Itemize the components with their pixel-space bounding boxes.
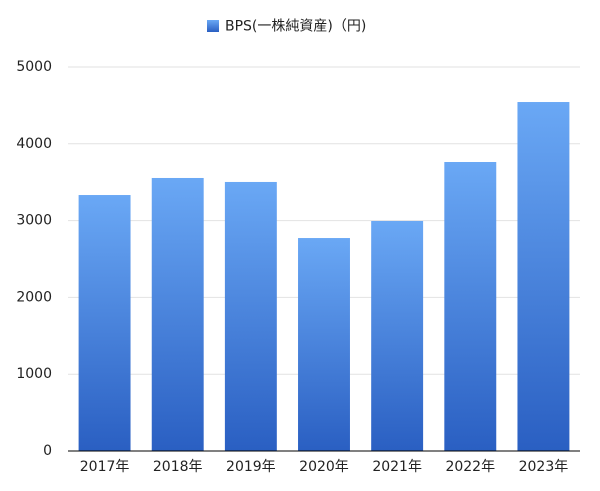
- y-tick-label: 0: [43, 443, 52, 459]
- x-tick-label: 2021年: [372, 459, 422, 475]
- y-tick-label: 5000: [16, 59, 52, 75]
- bar: [151, 177, 204, 451]
- x-tick-label: 2017年: [80, 459, 130, 475]
- y-tick-label: 1000: [16, 366, 52, 382]
- x-tick-label: 2022年: [445, 459, 495, 475]
- legend-label: BPS(一株純資産)（円): [225, 19, 366, 35]
- bar: [371, 220, 424, 451]
- bar: [444, 162, 497, 452]
- x-tick-label: 2020年: [299, 459, 349, 475]
- y-tick-label: 2000: [16, 289, 52, 305]
- x-tick-label: 2018年: [153, 459, 203, 475]
- bar: [224, 181, 277, 451]
- y-tick-label: 3000: [16, 213, 52, 229]
- legend-swatch: [207, 20, 219, 32]
- bar: [517, 102, 570, 451]
- x-tick-label: 2023年: [519, 459, 569, 475]
- y-tick-label: 4000: [16, 136, 52, 152]
- x-tick-label: 2019年: [226, 459, 276, 475]
- bar: [298, 238, 350, 451]
- bar: [78, 195, 131, 451]
